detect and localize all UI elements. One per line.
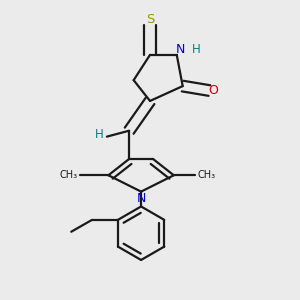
Text: O: O: [208, 84, 218, 97]
Text: H: H: [192, 43, 200, 56]
Text: S: S: [146, 13, 154, 26]
Text: CH₃: CH₃: [59, 170, 77, 180]
Text: H: H: [95, 128, 104, 141]
Text: CH₃: CH₃: [198, 170, 216, 180]
Text: N: N: [136, 192, 146, 205]
Text: N: N: [176, 43, 185, 56]
